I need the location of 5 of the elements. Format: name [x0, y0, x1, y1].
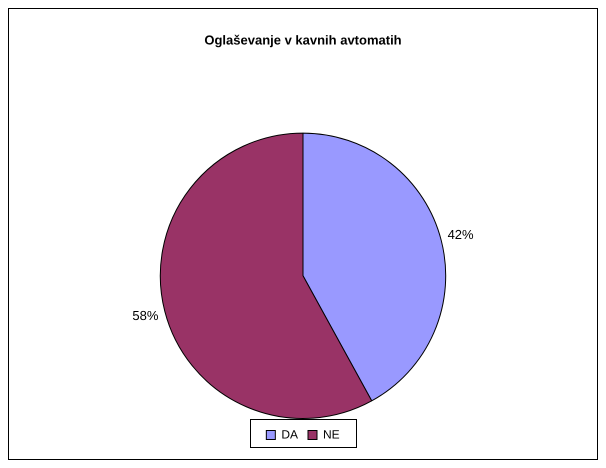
data-label: 58% [132, 308, 159, 323]
legend-label: NE [323, 427, 340, 442]
legend-label: DA [281, 427, 298, 442]
chart-title: Oglaševanje v kavnih avtomatih [204, 32, 402, 48]
data-label: 42% [448, 226, 474, 242]
